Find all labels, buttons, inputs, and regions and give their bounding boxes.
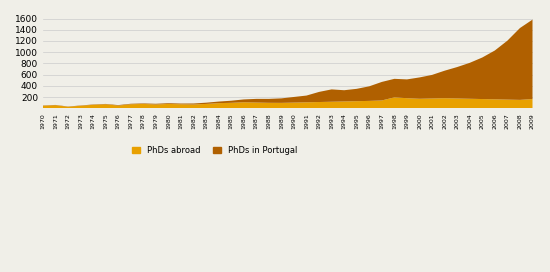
- Legend: PhDs abroad, PhDs in Portugal: PhDs abroad, PhDs in Portugal: [128, 142, 300, 158]
